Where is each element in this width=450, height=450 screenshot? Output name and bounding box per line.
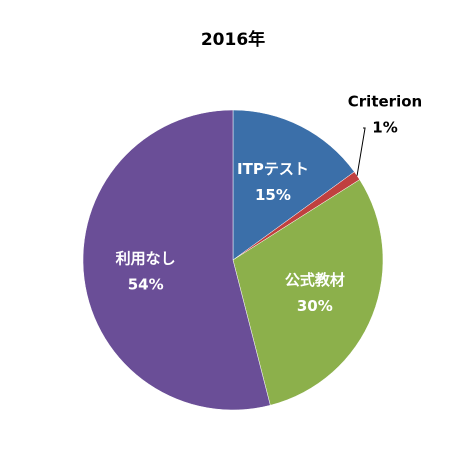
category-label: 公式教材 bbox=[285, 271, 345, 289]
pie-slice bbox=[232, 179, 384, 406]
value-label: 15% bbox=[255, 186, 291, 204]
category-label: ITPテスト bbox=[237, 160, 309, 178]
pie-slice bbox=[232, 109, 355, 261]
chart-title: 2016年 bbox=[201, 29, 265, 50]
leader-line bbox=[356, 127, 366, 176]
value-label: 54% bbox=[128, 276, 164, 294]
category-label: Criterion bbox=[348, 93, 422, 111]
value-label: 30% bbox=[297, 297, 333, 315]
pie-slice bbox=[82, 109, 271, 411]
value-label: 1% bbox=[372, 119, 397, 137]
category-label: 利用なし bbox=[116, 250, 176, 268]
